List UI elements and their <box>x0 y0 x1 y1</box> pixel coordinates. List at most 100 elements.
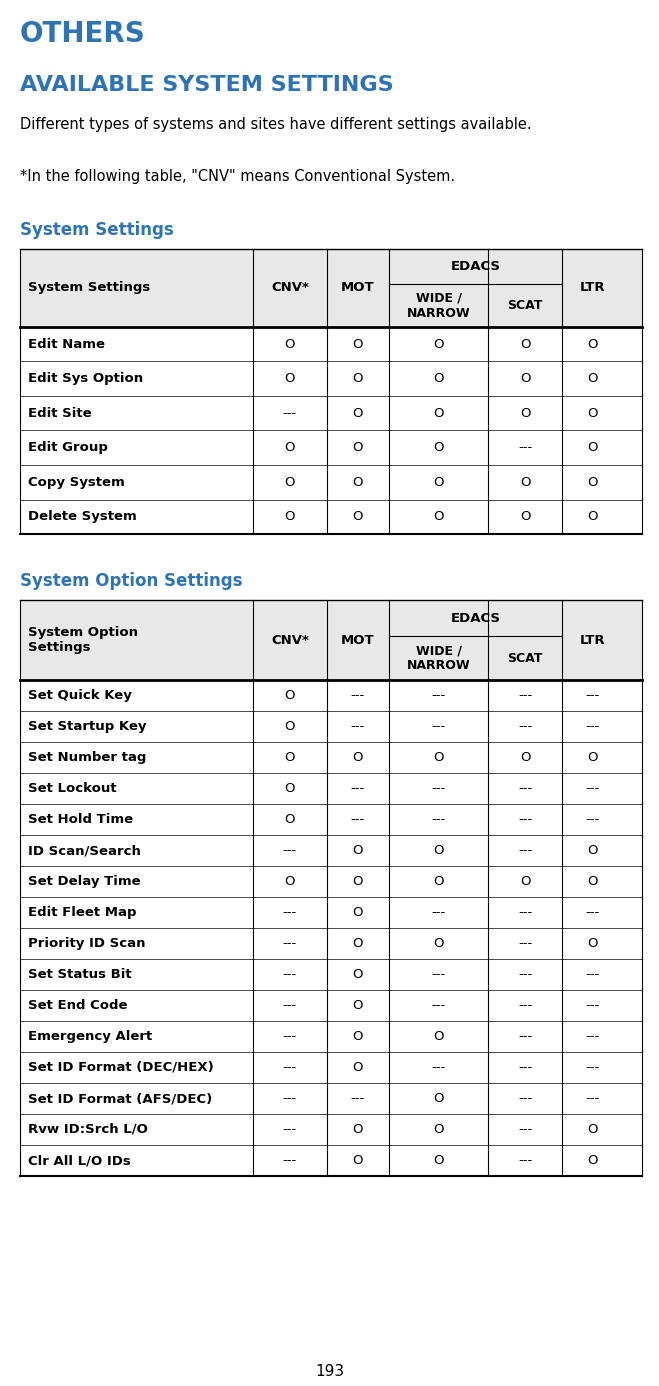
Text: ---: --- <box>586 999 600 1012</box>
Text: O: O <box>353 875 363 888</box>
Bar <box>20 804 642 834</box>
Text: O: O <box>434 406 444 420</box>
Text: Set Hold Time: Set Hold Time <box>28 814 133 826</box>
Text: ---: --- <box>432 1062 445 1074</box>
Text: O: O <box>353 999 363 1012</box>
Text: O: O <box>588 1155 598 1167</box>
Bar <box>20 990 642 1021</box>
Text: O: O <box>520 875 530 888</box>
Text: ---: --- <box>432 782 445 796</box>
Text: ---: --- <box>586 1062 600 1074</box>
Text: O: O <box>520 751 530 764</box>
Text: O: O <box>353 441 363 455</box>
Bar <box>20 959 642 990</box>
Text: O: O <box>353 1062 363 1074</box>
Text: System Option
Settings: System Option Settings <box>28 626 138 654</box>
Text: O: O <box>588 1123 598 1137</box>
Text: Set ID Format (AFS/DEC): Set ID Format (AFS/DEC) <box>28 1092 212 1105</box>
Text: ---: --- <box>518 1123 532 1137</box>
Text: MOT: MOT <box>341 281 374 294</box>
Text: OTHERS: OTHERS <box>20 19 146 49</box>
Text: ---: --- <box>432 814 445 826</box>
Text: O: O <box>588 875 598 888</box>
Text: ---: --- <box>586 782 600 796</box>
Text: ---: --- <box>586 1092 600 1105</box>
Text: O: O <box>588 844 598 857</box>
Text: O: O <box>520 406 530 420</box>
Text: ---: --- <box>351 1092 365 1105</box>
Text: WIDE /
NARROW: WIDE / NARROW <box>407 291 471 320</box>
Text: O: O <box>434 875 444 888</box>
Text: Edit Sys Option: Edit Sys Option <box>28 373 143 385</box>
Text: ---: --- <box>586 967 600 981</box>
Text: O: O <box>434 1030 444 1044</box>
Bar <box>20 834 642 866</box>
Text: ---: --- <box>518 782 532 796</box>
Text: Edit Group: Edit Group <box>28 441 108 455</box>
Text: O: O <box>434 441 444 455</box>
Text: ---: --- <box>586 814 600 826</box>
Text: Emergency Alert: Emergency Alert <box>28 1030 152 1044</box>
Text: ---: --- <box>586 719 600 733</box>
Text: O: O <box>588 751 598 764</box>
Text: Set Quick Key: Set Quick Key <box>28 689 132 701</box>
Text: Delete System: Delete System <box>28 510 137 524</box>
Bar <box>20 396 642 431</box>
Text: O: O <box>353 906 363 919</box>
Text: ---: --- <box>586 689 600 701</box>
Text: ---: --- <box>518 814 532 826</box>
Text: ---: --- <box>283 937 297 949</box>
Text: ---: --- <box>283 406 297 420</box>
Text: O: O <box>434 1092 444 1105</box>
Text: O: O <box>285 510 295 524</box>
Text: O: O <box>353 1155 363 1167</box>
Text: O: O <box>520 475 530 489</box>
Text: Set Delay Time: Set Delay Time <box>28 875 140 888</box>
Text: ---: --- <box>283 1062 297 1074</box>
Bar <box>20 773 642 804</box>
Text: ---: --- <box>518 937 532 949</box>
Bar <box>20 929 642 959</box>
Text: O: O <box>434 373 444 385</box>
Text: System Settings: System Settings <box>28 281 150 294</box>
Text: O: O <box>285 338 295 351</box>
Text: O: O <box>588 373 598 385</box>
Bar <box>20 711 642 742</box>
Text: Edit Name: Edit Name <box>28 338 105 351</box>
Text: O: O <box>353 406 363 420</box>
Text: Set End Code: Set End Code <box>28 999 127 1012</box>
Bar <box>20 1082 642 1114</box>
Text: Priority ID Scan: Priority ID Scan <box>28 937 146 949</box>
Text: O: O <box>285 475 295 489</box>
Bar <box>20 866 642 897</box>
Bar <box>20 1114 642 1145</box>
Text: ---: --- <box>432 689 445 701</box>
Text: O: O <box>434 937 444 949</box>
Text: 193: 193 <box>315 1364 344 1379</box>
Text: ---: --- <box>518 1092 532 1105</box>
Text: ---: --- <box>283 1030 297 1044</box>
Text: O: O <box>520 373 530 385</box>
Text: O: O <box>520 510 530 524</box>
Bar <box>20 1145 642 1175</box>
Text: Set Lockout: Set Lockout <box>28 782 117 796</box>
Text: ---: --- <box>432 967 445 981</box>
Bar <box>20 464 642 499</box>
Text: Copy System: Copy System <box>28 475 125 489</box>
Text: O: O <box>353 751 363 764</box>
Text: Set Number tag: Set Number tag <box>28 751 146 764</box>
Text: O: O <box>353 844 363 857</box>
Bar <box>20 431 642 464</box>
Text: ---: --- <box>351 814 365 826</box>
Text: ---: --- <box>283 999 297 1012</box>
Text: O: O <box>434 338 444 351</box>
Text: System Option Settings: System Option Settings <box>20 572 243 590</box>
Text: ---: --- <box>283 1155 297 1167</box>
Bar <box>20 327 642 362</box>
Text: ---: --- <box>586 906 600 919</box>
Bar <box>20 742 642 773</box>
Text: ID Scan/Search: ID Scan/Search <box>28 844 141 857</box>
Text: Set Status Bit: Set Status Bit <box>28 967 132 981</box>
Text: O: O <box>285 875 295 888</box>
Text: O: O <box>434 1155 444 1167</box>
